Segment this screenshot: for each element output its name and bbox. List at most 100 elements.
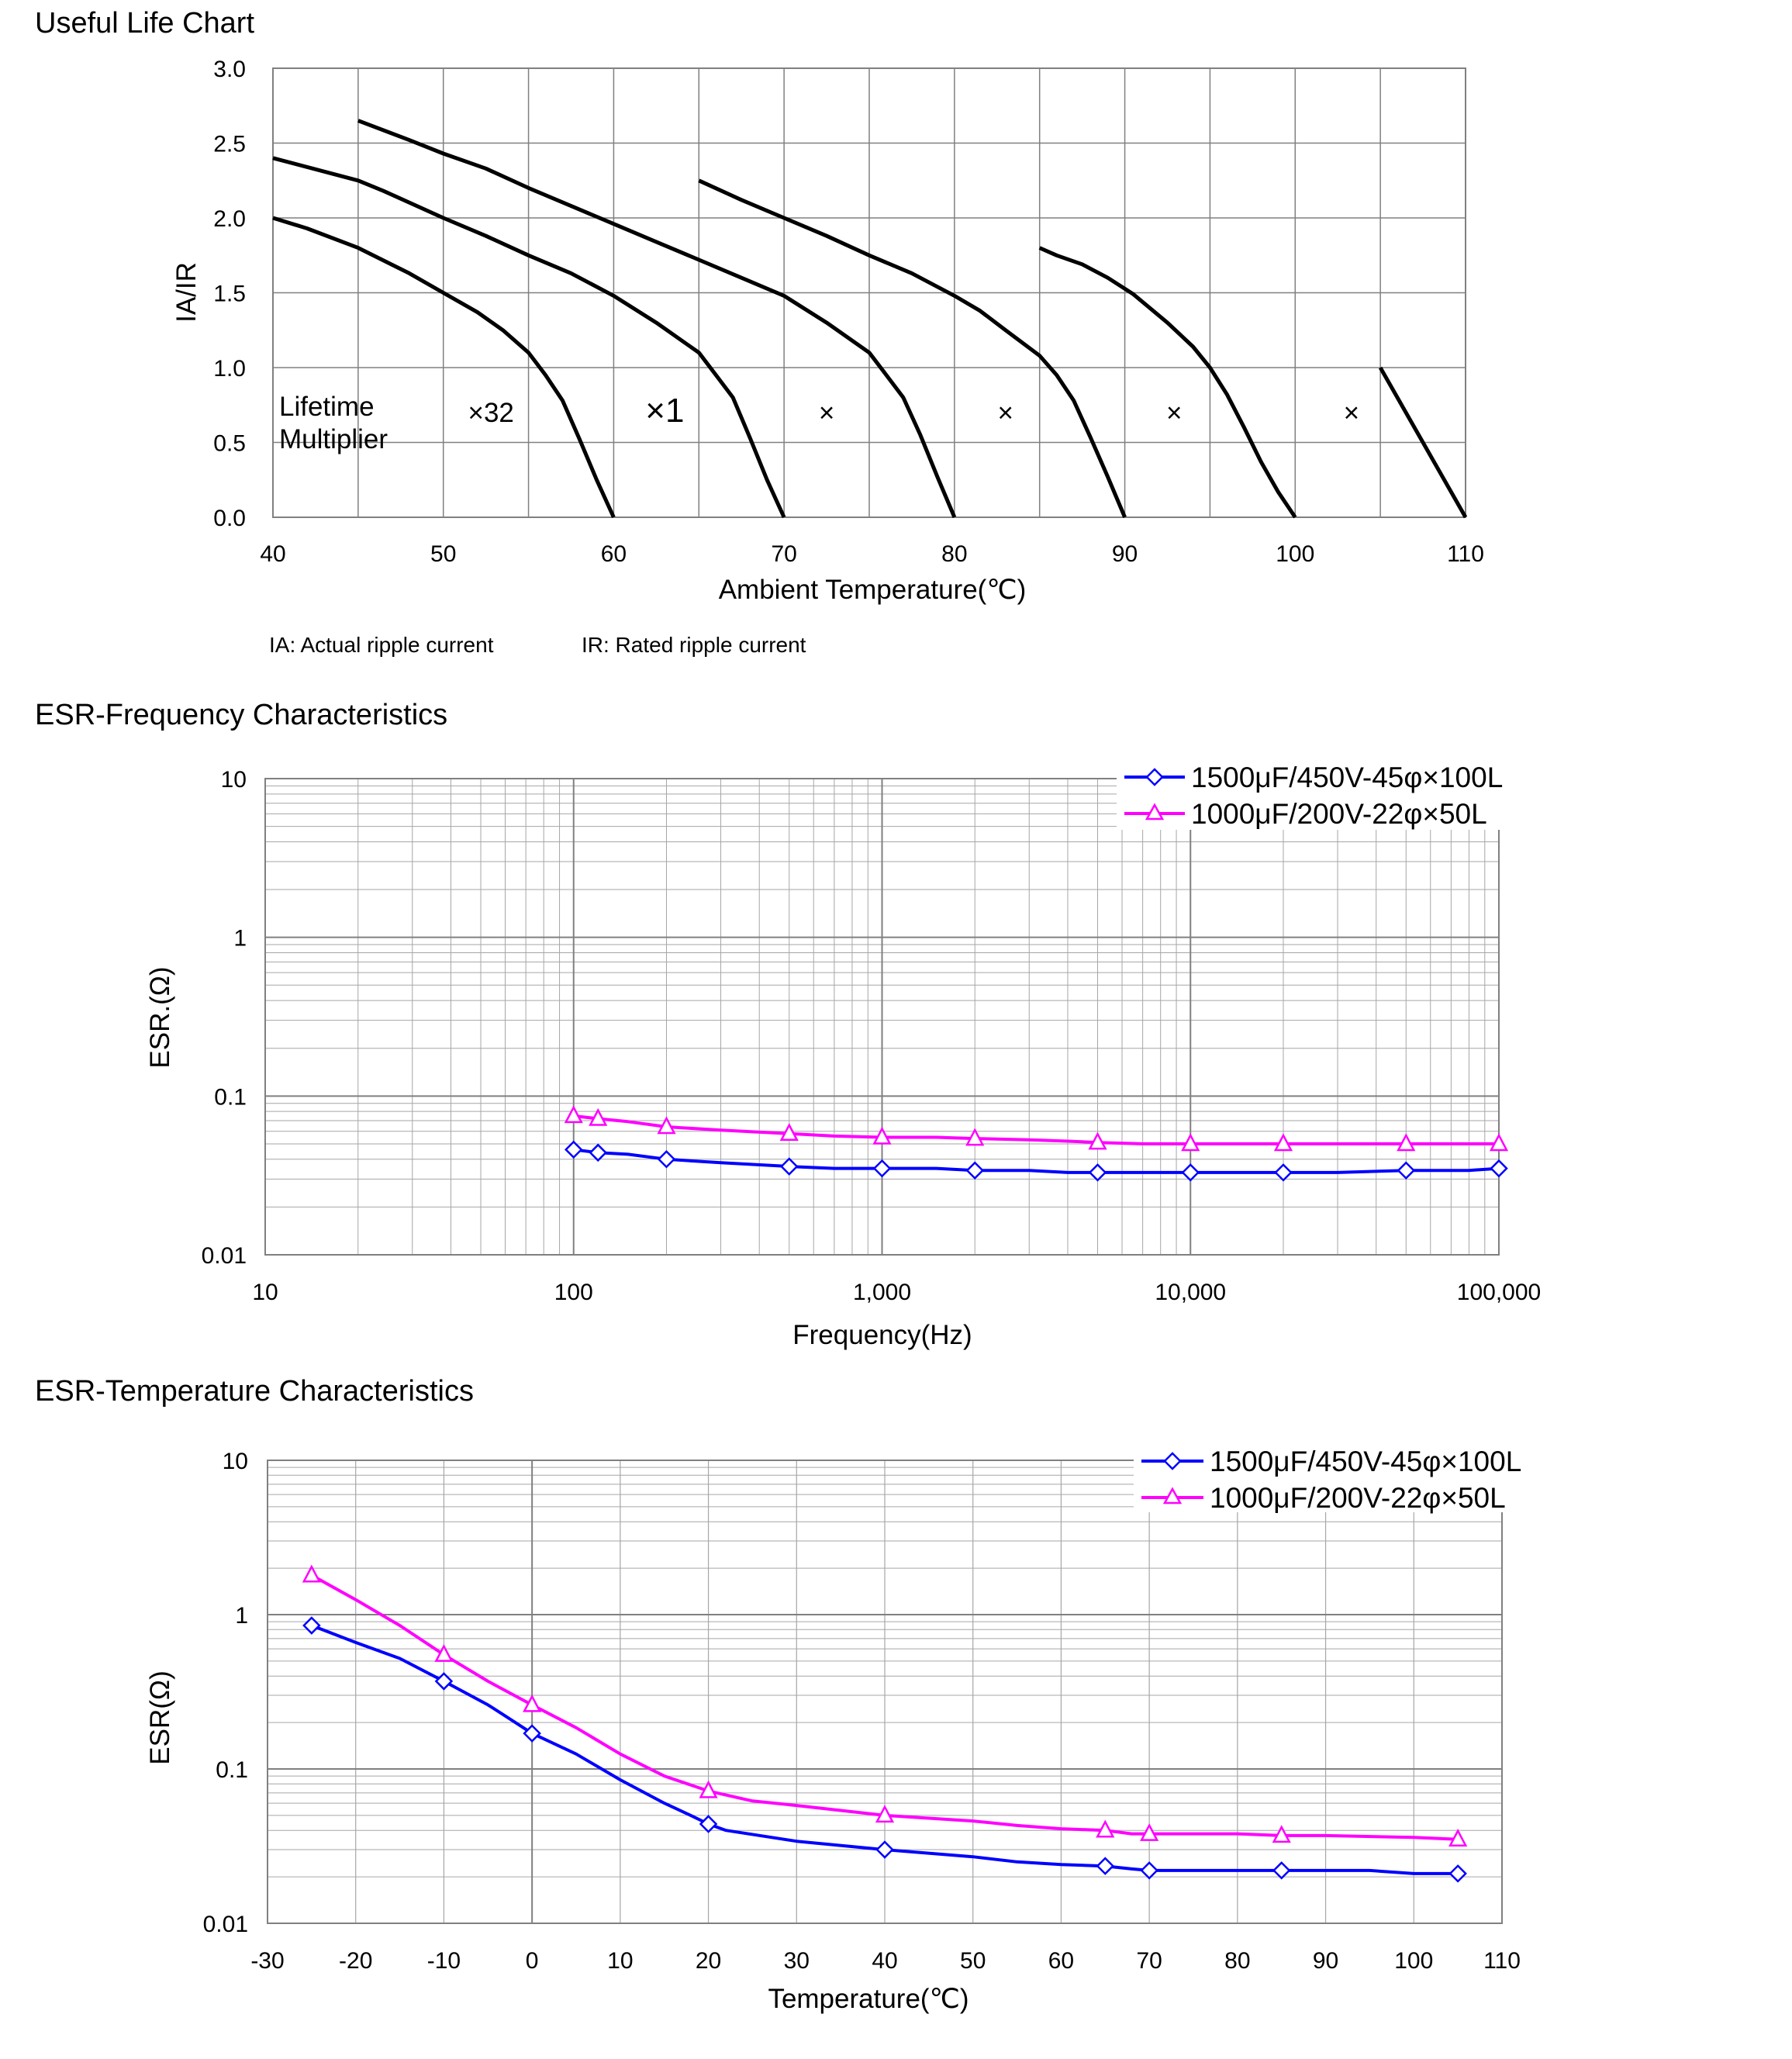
esr-temperature-x-tick: 30	[784, 1948, 810, 1974]
life-chart-x-tick: 100	[1276, 541, 1314, 567]
esr-frequency-y-tick: 0.01	[202, 1243, 247, 1269]
esr-frequency-x-axis-label: Frequency(Hz)	[792, 1320, 972, 1350]
esr-frequency-marker-magenta	[1397, 1133, 1416, 1152]
esr-frequency-series	[564, 1105, 1509, 1182]
esr-temperature-x-tick: 10	[607, 1948, 633, 1974]
esr-frequency-x-tick: 1,000	[853, 1280, 911, 1305]
esr-temperature-marker-blue	[434, 1672, 454, 1691]
esr-frequency-line-magenta	[573, 1114, 1499, 1145]
esr-frequency-y-axis-label: ESR.(Ω)	[145, 966, 175, 1068]
esr-temperature-x-tick: 40	[872, 1948, 897, 1974]
life-chart-curves	[272, 119, 1468, 519]
esr-frequency-marker-magenta	[965, 1128, 985, 1146]
esr-temperature-x-tick: 0	[526, 1948, 539, 1974]
esr-temperature-x-tick: -30	[250, 1948, 284, 1974]
esr-temperature-x-tick: 50	[960, 1948, 986, 1974]
life-chart-ticks: 40 50 60 70 80 90 100 110 0.0 0.5 1.0 1.5 2.0 2.5 3.0	[213, 57, 1484, 567]
life-chart-frame	[272, 67, 1466, 518]
life-multiplier-label: ×32	[468, 398, 514, 428]
esr-temperature-line-blue	[311, 1624, 1459, 1875]
esr-frequency-marker-blue	[780, 1157, 799, 1176]
life-curve-1	[272, 216, 616, 519]
esr-temperature-x-tick: 110	[1483, 1948, 1521, 1974]
life-chart-title: Useful Life Chart	[35, 7, 254, 40]
life-chart-x-tick: 90	[1112, 541, 1138, 567]
esr-temperature-marker-magenta	[1272, 1825, 1291, 1843]
life-chart-grid	[272, 67, 1466, 518]
esr-frequency-marker-blue	[1274, 1163, 1293, 1182]
esr-temperature-marker-magenta	[302, 1564, 321, 1583]
esr-frequency-marker-magenta	[1181, 1133, 1200, 1152]
esr-frequency-x-tick: 10,000	[1155, 1280, 1226, 1305]
esr-frequency-marker-blue	[1088, 1163, 1107, 1182]
esr-temperature-x-tick: 90	[1313, 1948, 1338, 1974]
esr-frequency-marker-blue	[1397, 1161, 1416, 1180]
esr-frequency-y-tick: 0.1	[214, 1084, 247, 1110]
life-chart-y-tick: 2.5	[213, 132, 246, 157]
esr-frequency-marker-magenta	[872, 1126, 892, 1145]
esr-temperature-x-axis-label: Temperature(℃)	[768, 1984, 969, 2014]
life-multiplier-label: ×1	[645, 392, 684, 430]
life-multiplier-label: ×	[998, 398, 1013, 428]
life-chart-note-ia: IA: Actual ripple current	[269, 633, 494, 657]
esr-temperature-y-tick: 1	[235, 1603, 248, 1629]
esr-temperature-legend-magenta: 1000μF/200V-22φ×50L	[1210, 1482, 1506, 1514]
esr-temperature-marker-blue	[1272, 1861, 1291, 1880]
esr-temperature-y-tick: 10	[223, 1449, 248, 1474]
esr-temperature-title: ESR-Temperature Characteristics	[35, 1375, 474, 1408]
esr-temperature-ticks: -30 -20 -10 0 10 20 30 40 50 60 70 80 90 100 1100.010.…	[203, 1449, 1521, 1974]
esr-temperature-marker-blue	[1448, 1864, 1467, 1883]
life-chart-multiplier-labels: ×32 ×1 × × × ×	[468, 392, 1359, 430]
esr-temperature-marker-magenta	[434, 1643, 454, 1662]
life-chart-x-tick: 40	[260, 541, 285, 567]
life-chart-y-tick: 1.0	[213, 356, 246, 382]
life-chart-annotation-line2: Multiplier	[279, 424, 388, 454]
esr-temperature-y-tick: 0.1	[216, 1757, 248, 1783]
life-chart-x-tick: 80	[941, 541, 967, 567]
life-chart-y-tick: 3.0	[213, 57, 246, 82]
esr-frequency-title: ESR-Frequency Characteristics	[35, 699, 447, 731]
life-multiplier-label: ×	[819, 398, 834, 428]
esr-frequency-y-tick: 10	[221, 767, 247, 793]
esr-frequency-frame	[264, 778, 1500, 1256]
esr-temperature-marker-magenta	[523, 1694, 542, 1712]
esr-frequency-marker-magenta	[1489, 1133, 1509, 1152]
esr-frequency-marker-blue	[965, 1161, 984, 1180]
life-chart-x-tick: 60	[601, 541, 627, 567]
life-curve-3	[357, 119, 957, 518]
life-chart-y-tick: 0.0	[213, 506, 246, 531]
life-curve-6	[1378, 366, 1468, 519]
esr-temperature-marker-magenta	[1448, 1829, 1468, 1847]
esr-temperature-frame	[267, 1460, 1503, 1924]
life-chart-x-tick: 70	[771, 541, 796, 567]
esr-temperature-y-tick: 0.01	[203, 1912, 248, 1937]
life-multiplier-label: ×	[1166, 398, 1182, 428]
esr-frequency-marker-magenta	[564, 1105, 583, 1124]
life-chart-x-axis-label: Ambient Temperature(℃)	[719, 575, 1027, 605]
life-chart-y-tick: 1.5	[213, 282, 246, 307]
esr-frequency-marker-blue	[589, 1143, 608, 1163]
esr-frequency-legend: 1500μF/450V-45φ×100L 1000μF/200V-22φ×50L	[1117, 760, 1524, 830]
esr-temperature-marker-blue	[523, 1724, 541, 1743]
esr-temperature-marker-magenta	[1140, 1822, 1159, 1841]
esr-frequency-marker-magenta	[1273, 1133, 1293, 1152]
life-curve-5	[1038, 246, 1297, 519]
esr-temperature-x-tick: -20	[339, 1948, 372, 1974]
esr-temperature-x-tick: 20	[696, 1948, 721, 1974]
esr-frequency-marker-magenta	[779, 1123, 799, 1141]
life-chart-annotation-line1: Lifetime	[279, 392, 375, 422]
esr-temperature-x-tick: 70	[1136, 1948, 1162, 1974]
esr-frequency-grid	[264, 778, 1500, 1256]
esr-frequency-x-tick: 10	[252, 1280, 278, 1305]
life-chart-x-tick: 110	[1447, 541, 1484, 567]
esr-frequency-x-tick: 100	[554, 1280, 593, 1305]
life-chart-y-tick: 0.5	[213, 431, 246, 457]
esr-temperature-marker-blue	[1096, 1857, 1115, 1875]
esr-frequency-marker-blue	[872, 1159, 892, 1178]
esr-frequency-marker-blue	[657, 1150, 676, 1169]
esr-frequency-marker-blue	[564, 1140, 583, 1159]
life-curve-2	[272, 156, 786, 519]
esr-temperature-legend-blue: 1500μF/450V-45φ×100L	[1210, 1446, 1521, 1477]
esr-temperature-y-axis-label: ESR(Ω)	[145, 1670, 175, 1764]
